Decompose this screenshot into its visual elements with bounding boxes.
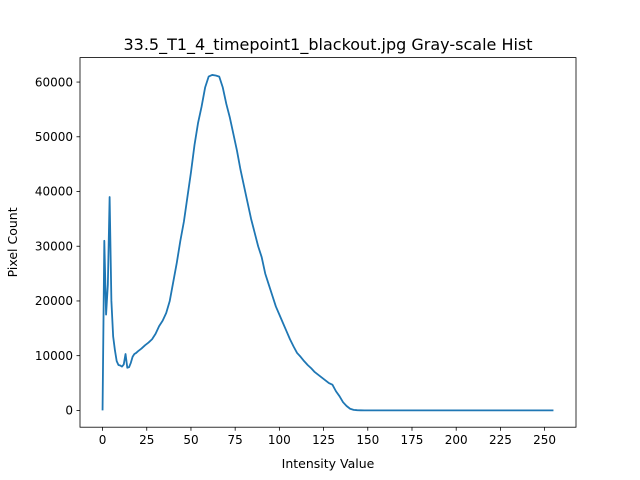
y-tick-label: 20000 (35, 294, 73, 308)
x-tick-label: 250 (533, 433, 556, 447)
x-tick-label: 50 (183, 433, 198, 447)
x-tick-label: 25 (139, 433, 154, 447)
x-axis: 0 25 50 75 100 125 150 175 200 225 250 (99, 427, 556, 447)
y-tick-label: 40000 (35, 185, 73, 199)
y-tick-label: 30000 (35, 239, 73, 253)
x-tick-label: 200 (445, 433, 468, 447)
x-tick-label: 225 (489, 433, 512, 447)
y-tick-label: 60000 (35, 75, 73, 89)
y-tick-label: 0 (65, 404, 73, 418)
y-axis: 0 10000 20000 30000 40000 50000 60000 (35, 75, 80, 418)
y-tick-label: 50000 (35, 130, 73, 144)
x-axis-label: Intensity Value (282, 456, 375, 471)
y-axis-label: Pixel Count (5, 207, 20, 277)
x-tick-label: 150 (356, 433, 379, 447)
chart-title: 33.5_T1_4_timepoint1_blackout.jpg Gray-s… (123, 35, 532, 55)
x-tick-label: 0 (99, 433, 107, 447)
x-tick-label: 75 (228, 433, 243, 447)
x-tick-label: 175 (401, 433, 424, 447)
plot-line-group (101, 74, 554, 412)
series-line-0 (101, 74, 554, 412)
y-tick-label: 10000 (35, 349, 73, 363)
x-tick-label: 125 (312, 433, 335, 447)
plot-frame (79, 57, 577, 428)
x-tick-label: 100 (268, 433, 291, 447)
